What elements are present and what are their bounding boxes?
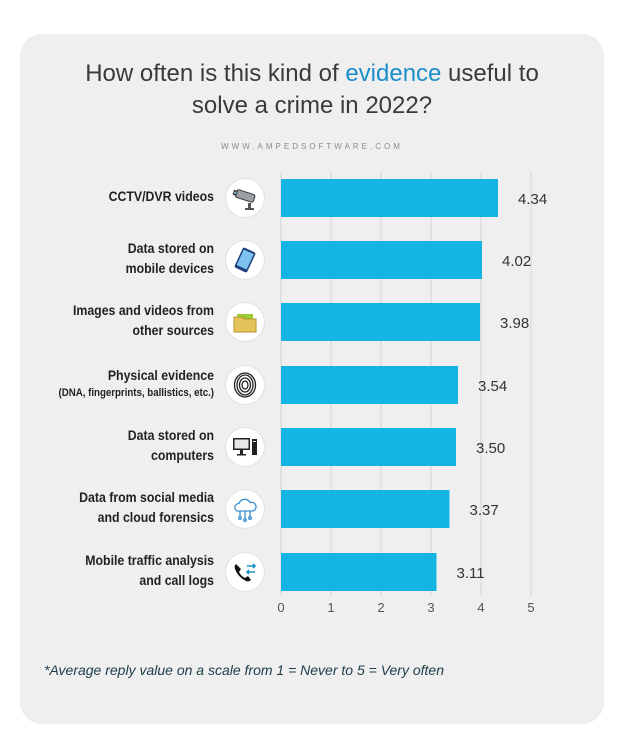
category-label: Data stored on computers — [38, 425, 214, 465]
title-part-2: useful to — [441, 60, 539, 87]
category-label: Images and videos from other sources — [38, 300, 214, 340]
chart-title: How often is this kind of evidence usefu… — [20, 58, 604, 122]
category-label: Mobile traffic analysis and call logs — [38, 550, 214, 590]
value-label: 3.11 — [457, 565, 485, 582]
value-label: 3.98 — [500, 315, 529, 332]
x-tick-label: 3 — [427, 600, 434, 615]
bar — [281, 490, 450, 528]
value-label: 4.02 — [502, 253, 531, 270]
value-label: 3.50 — [476, 440, 505, 457]
bar — [281, 179, 498, 217]
category-label-line1: Images and videos from — [72, 302, 214, 318]
bar — [281, 241, 482, 279]
bar — [281, 428, 456, 466]
value-label: 3.37 — [470, 502, 499, 519]
cctv-camera-icon — [226, 179, 264, 217]
x-tick-label: 0 — [277, 600, 284, 615]
category-label-line2: mobile devices — [125, 260, 214, 276]
footnote: *Average reply value on a scale from 1 =… — [44, 662, 444, 678]
category-label: Data stored on mobile devices — [38, 238, 214, 278]
x-tick-label: 4 — [477, 600, 484, 615]
cloud-icon — [226, 490, 264, 528]
category-label-line2: other sources — [132, 322, 214, 338]
bar — [281, 366, 458, 404]
category-label-line2: and call logs — [139, 572, 214, 588]
smartphone-icon — [226, 241, 264, 279]
website-url: WWW.AMPEDSOFTWARE.COM — [221, 142, 403, 151]
fingerprint-icon — [226, 366, 264, 404]
x-tick-label: 2 — [377, 600, 384, 615]
phone-call-icon — [226, 553, 264, 591]
x-tick-label: 5 — [527, 600, 534, 615]
category-label-line1: Data stored on — [127, 427, 214, 443]
folder-icon — [226, 303, 264, 341]
x-tick-label: 1 — [327, 600, 334, 615]
title-accent: evidence — [345, 60, 442, 87]
category-label-line2: and cloud forensics — [97, 509, 214, 525]
bar — [281, 303, 480, 341]
title-line-2: solve a crime in 2022? — [191, 92, 433, 119]
bar — [281, 553, 437, 591]
desktop-computer-icon — [226, 428, 264, 466]
category-label-line1: Data stored on — [127, 240, 214, 256]
category-label-line1: Data from social media — [79, 489, 214, 505]
category-label-line1: CCTV/DVR videos — [108, 188, 214, 204]
category-label: Data from social media and cloud forensic… — [38, 487, 214, 527]
category-label: Physical evidence (DNA, fingerprints, bal… — [38, 365, 214, 401]
category-label: CCTV/DVR videos — [38, 186, 214, 206]
category-label-line1: Mobile traffic analysis — [85, 552, 215, 568]
category-label-line2: (DNA, fingerprints, ballistics, etc.) — [58, 387, 215, 399]
value-label: 3.54 — [478, 378, 507, 395]
category-label-line2: computers — [151, 447, 214, 463]
value-label: 4.34 — [518, 191, 547, 208]
category-label-line1: Physical evidence — [107, 367, 214, 383]
title-part-1: How often is this kind of — [85, 60, 346, 87]
